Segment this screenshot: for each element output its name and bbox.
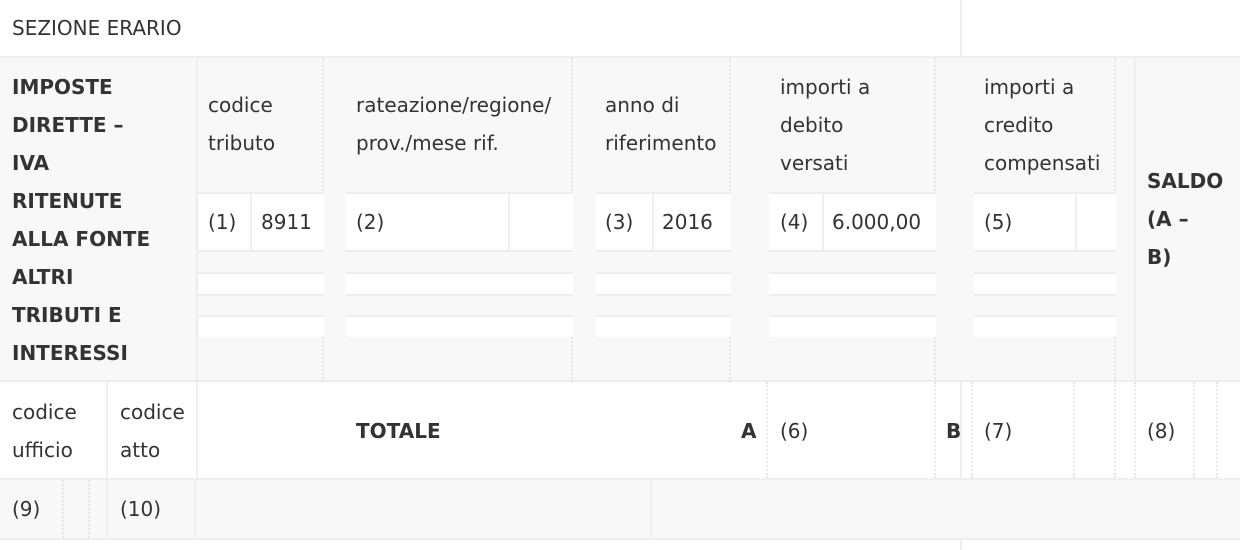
input-cell-row[interactable] bbox=[198, 192, 324, 250]
total-n6: (6) bbox=[780, 419, 809, 443]
input-subdivider bbox=[1075, 192, 1077, 250]
header-rateazione: rateazione/regione/prov./mese rif. bbox=[356, 93, 552, 155]
input-cell-strip[interactable] bbox=[596, 272, 731, 294]
header-anno: anno di riferimento bbox=[605, 93, 717, 155]
footer-row bbox=[0, 480, 1240, 540]
entry-n5: (5) bbox=[984, 210, 1013, 234]
input-cell-strip[interactable] bbox=[769, 315, 936, 337]
codice-ufficio-label: codice ufficio bbox=[12, 400, 77, 462]
divider bbox=[650, 480, 652, 538]
entry-n1: (1) bbox=[208, 210, 237, 234]
divider bbox=[1073, 382, 1075, 478]
divider bbox=[1134, 382, 1136, 478]
totale-label: TOTALE bbox=[356, 419, 441, 443]
divider bbox=[958, 382, 962, 478]
input-cell-row[interactable] bbox=[769, 192, 936, 250]
section-title: SEZIONE ERARIO bbox=[12, 16, 182, 40]
codice-tributo-value[interactable]: 8911 bbox=[261, 210, 312, 234]
input-cell-strip bbox=[346, 294, 573, 315]
input-subdivider bbox=[822, 192, 824, 250]
entry-n4: (4) bbox=[780, 210, 809, 234]
entry-n3: (3) bbox=[605, 210, 634, 234]
input-cell-row[interactable] bbox=[596, 192, 731, 250]
input-cell-strip[interactable] bbox=[769, 272, 936, 294]
total-b-label: B bbox=[946, 419, 962, 443]
input-cell-strip bbox=[596, 250, 731, 272]
input-subdivider bbox=[652, 192, 654, 250]
input-cell-row[interactable] bbox=[346, 192, 573, 250]
footer-n10: (10) bbox=[120, 497, 162, 521]
footer-n9: (9) bbox=[12, 497, 41, 521]
divider bbox=[766, 382, 768, 478]
input-cell-strip bbox=[346, 250, 573, 272]
debito-value[interactable]: 6.000,00 bbox=[832, 210, 922, 234]
input-cell-strip bbox=[769, 294, 936, 315]
divider bbox=[62, 480, 64, 538]
header-debito: importi a debito versati bbox=[780, 75, 871, 175]
divider bbox=[1216, 382, 1218, 478]
total-a-label: A bbox=[741, 419, 757, 443]
divider bbox=[1193, 382, 1195, 478]
total-n8: (8) bbox=[1147, 419, 1176, 443]
input-cell-strip[interactable] bbox=[974, 272, 1116, 294]
divider bbox=[971, 382, 973, 478]
input-subdivider bbox=[508, 192, 510, 250]
divider bbox=[1114, 382, 1116, 478]
section-title-cell: SEZIONE ERARIO bbox=[0, 0, 962, 58]
header-credito: importi a credito compensati bbox=[984, 75, 1101, 175]
input-cell-strip bbox=[198, 250, 324, 272]
divider bbox=[194, 480, 196, 538]
input-cell-strip bbox=[769, 250, 936, 272]
input-cell-strip[interactable] bbox=[346, 272, 573, 294]
row-label: IMPOSTE DIRETTE – IVA RITENUTE ALLA FONTE ALT… bbox=[12, 75, 151, 365]
totals-row bbox=[0, 382, 1240, 480]
divider bbox=[1134, 58, 1136, 382]
total-n7: (7) bbox=[984, 419, 1013, 443]
input-cell-strip[interactable] bbox=[198, 272, 324, 294]
divider bbox=[88, 480, 90, 538]
codice-atto-cell bbox=[108, 382, 198, 478]
header-codice-tributo: codice tributo bbox=[208, 93, 276, 155]
input-cell-strip bbox=[596, 294, 731, 315]
input-cell-strip bbox=[974, 250, 1116, 272]
row-label-cell: IMPOSTE DIRETTE – IVA RITENUTE ALLA FONTE ALT… bbox=[0, 58, 198, 382]
input-cell-strip bbox=[974, 294, 1116, 315]
divider bbox=[106, 480, 108, 538]
divider bbox=[958, 540, 962, 550]
entry-n2: (2) bbox=[356, 210, 385, 234]
input-cell-row[interactable] bbox=[974, 192, 1116, 250]
input-cell-strip bbox=[198, 294, 324, 315]
input-cell-strip[interactable] bbox=[346, 315, 573, 337]
input-cell-strip[interactable] bbox=[198, 315, 324, 337]
input-cell-strip[interactable] bbox=[974, 315, 1116, 337]
input-subdivider bbox=[250, 192, 252, 250]
header-saldo: SALDO (A – B) bbox=[1147, 169, 1224, 269]
codice-atto-label: codice atto bbox=[120, 400, 185, 462]
divider bbox=[934, 382, 936, 478]
section-title-side-cell bbox=[962, 0, 1240, 58]
codice-ufficio-cell bbox=[0, 382, 108, 478]
anno-value[interactable]: 2016 bbox=[662, 210, 713, 234]
input-cell-strip[interactable] bbox=[596, 315, 731, 337]
